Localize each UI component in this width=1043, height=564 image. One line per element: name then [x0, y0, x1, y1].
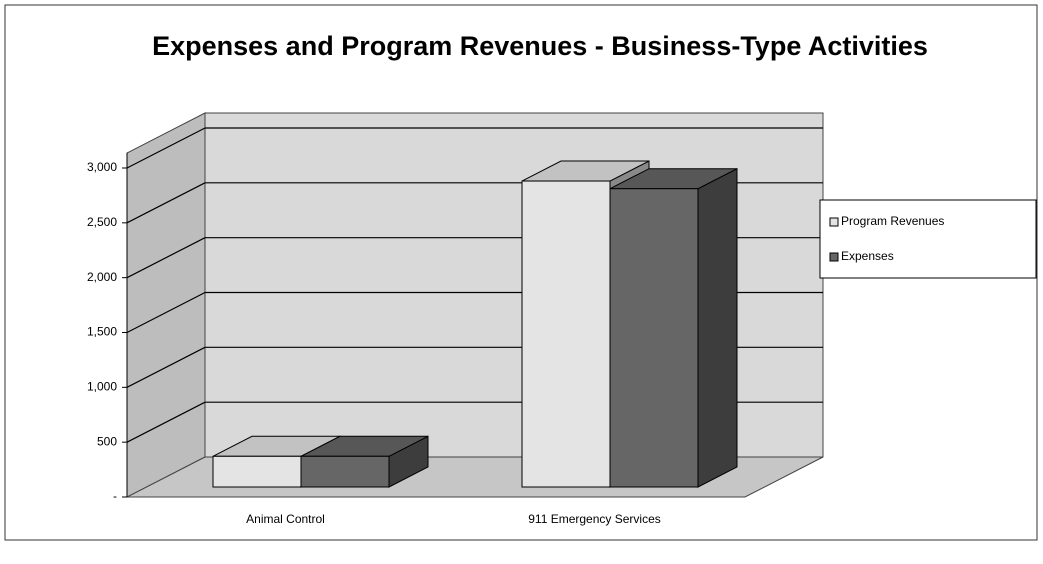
- bar: [521, 180, 611, 488]
- y-tick-label: 2,500: [87, 215, 117, 229]
- grid-line: [126, 291, 206, 334]
- bar: [300, 455, 390, 488]
- bar: [609, 188, 699, 488]
- y-tick-label: 1,000: [87, 380, 117, 394]
- bar-side: [697, 167, 738, 488]
- side-wall: [126, 112, 206, 498]
- grid-line: [126, 346, 206, 388]
- title-box: Expenses and Program Revenues - Business…: [152, 31, 928, 61]
- grid-line: [126, 401, 206, 443]
- y-tick-label: 2,000: [87, 270, 117, 284]
- legend-label: Program Revenues: [841, 214, 944, 228]
- y-tick-label: 3,000: [87, 160, 117, 174]
- legend-box: [819, 199, 1037, 279]
- x-tick-label: 911 Emergency Services: [528, 512, 661, 526]
- legend-label: Expenses: [841, 249, 894, 263]
- y-tick-label: 1,500: [87, 325, 117, 339]
- legend-swatch: [829, 217, 839, 227]
- bar: [212, 455, 302, 488]
- y-tick-label: -: [113, 489, 117, 503]
- grid-line: [126, 182, 206, 224]
- grid-line: [126, 127, 206, 169]
- legend-swatch: [829, 252, 839, 262]
- y-tick-label: 500: [97, 434, 117, 448]
- x-tick-label: Animal Control: [246, 512, 325, 526]
- grid-line: [126, 237, 206, 279]
- chart-title: Expenses and Program Revenues - Business…: [152, 31, 928, 61]
